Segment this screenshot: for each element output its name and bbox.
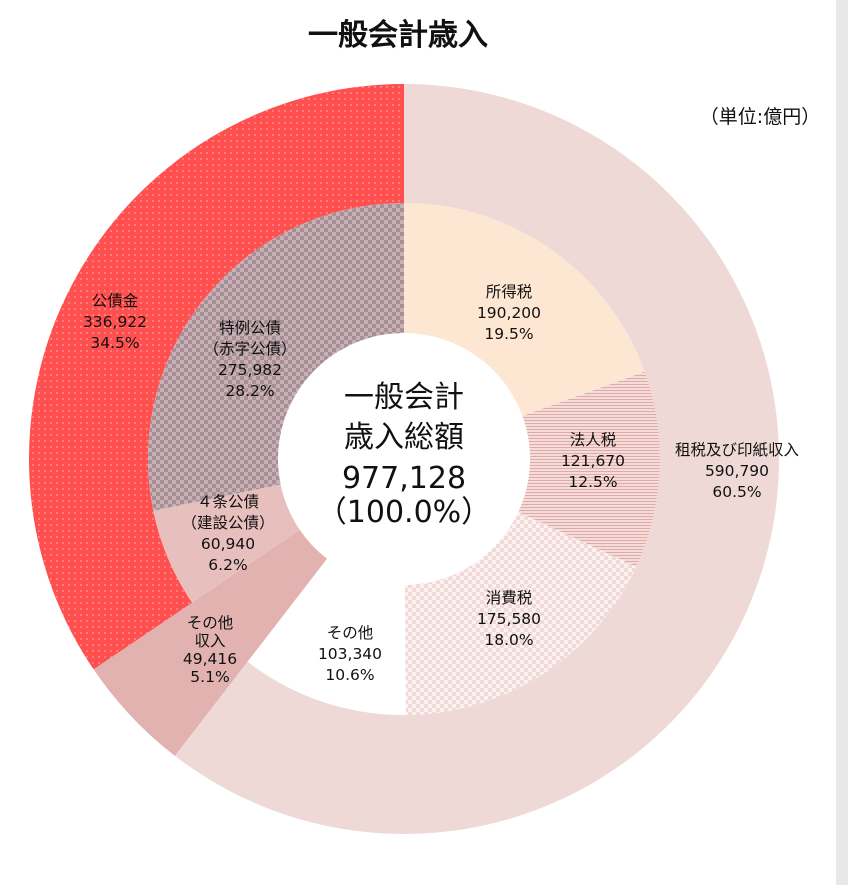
total-label-line-2: 977,128 — [342, 461, 466, 496]
total-label-line-1: 歳入総額 — [344, 420, 464, 455]
inner-slice-特例公債赤字公債 — [147, 203, 404, 511]
inner-label-消費税-value: 175,580 — [477, 610, 541, 628]
inner-slice-消費税 — [404, 512, 637, 715]
total-label-line-3: （100.0%） — [317, 495, 491, 530]
inner-label-所得税-name-0: 所得税 — [486, 283, 533, 301]
outer-label-その他収入-name-1: 収入 — [194, 632, 225, 650]
outer-label-その他収入-value: 49,416 — [183, 650, 237, 668]
outer-slice-その他収入 — [93, 602, 248, 756]
inner-label-4条公債建設公債-percent: 6.2% — [208, 556, 247, 574]
inner-label-消費税-percent: 18.0% — [484, 631, 533, 649]
inner-slice-その他 — [247, 558, 406, 715]
inner-label-所得税-percent: 19.5% — [484, 325, 533, 343]
unit-note: （単位:億円） — [700, 106, 820, 128]
inner-slice-所得税 — [404, 203, 645, 417]
inner-label-特例公債赤字公債-name-0: 特例公債 — [219, 319, 281, 337]
inner-label-消費税-name-0: 消費税 — [486, 589, 533, 607]
inner-label-その他-name-0: その他 — [327, 624, 374, 642]
inner-label-特例公債赤字公債-value: 275,982 — [218, 361, 282, 379]
outer-label-租税及び印紙収入-name-0: 租税及び印紙収入 — [675, 441, 799, 459]
inner-label-法人税-value: 121,670 — [561, 452, 625, 470]
inner-label-所得税-value: 190,200 — [477, 304, 541, 322]
inner-label-特例公債赤字公債-percent: 28.2% — [225, 382, 274, 400]
inner-label-その他-percent: 10.6% — [325, 666, 374, 684]
outer-label-公債金-name-0: 公債金 — [92, 292, 139, 310]
outer-label-公債金-value: 336,922 — [83, 313, 147, 331]
scrollbar-track[interactable] — [836, 0, 848, 885]
inner-label-4条公債建設公債-name-1: （建設公債） — [181, 514, 274, 532]
inner-slice-4条公債建設公債 — [153, 484, 300, 603]
outer-slice-公債金 — [28, 84, 404, 670]
inner-label-4条公債建設公債-value: 60,940 — [201, 535, 255, 553]
inner-slice-法人税 — [518, 371, 660, 567]
total-label-line-0: 一般会計 — [344, 380, 464, 415]
outer-label-租税及び印紙収入-percent: 60.5% — [712, 483, 761, 501]
inner-label-特例公債赤字公債-name-1: （赤字公債） — [203, 340, 296, 358]
inner-label-4条公債建設公債-name-0: ４条公債 — [197, 493, 259, 511]
chart-title: 一般会計歳入 — [308, 18, 488, 53]
outer-label-その他収入-name-0: その他 — [187, 614, 234, 632]
outer-label-公債金-percent: 34.5% — [90, 334, 139, 352]
inner-label-法人税-name-0: 法人税 — [570, 431, 617, 449]
inner-label-その他-value: 103,340 — [318, 645, 382, 663]
inner-slice-その他収入 — [192, 529, 328, 662]
outer-label-租税及び印紙収入-value: 590,790 — [705, 462, 769, 480]
inner-label-法人税-percent: 12.5% — [568, 473, 617, 491]
outer-label-その他収入-percent: 5.1% — [190, 668, 229, 686]
outer-slice-租税及び印紙収入 — [174, 84, 780, 835]
